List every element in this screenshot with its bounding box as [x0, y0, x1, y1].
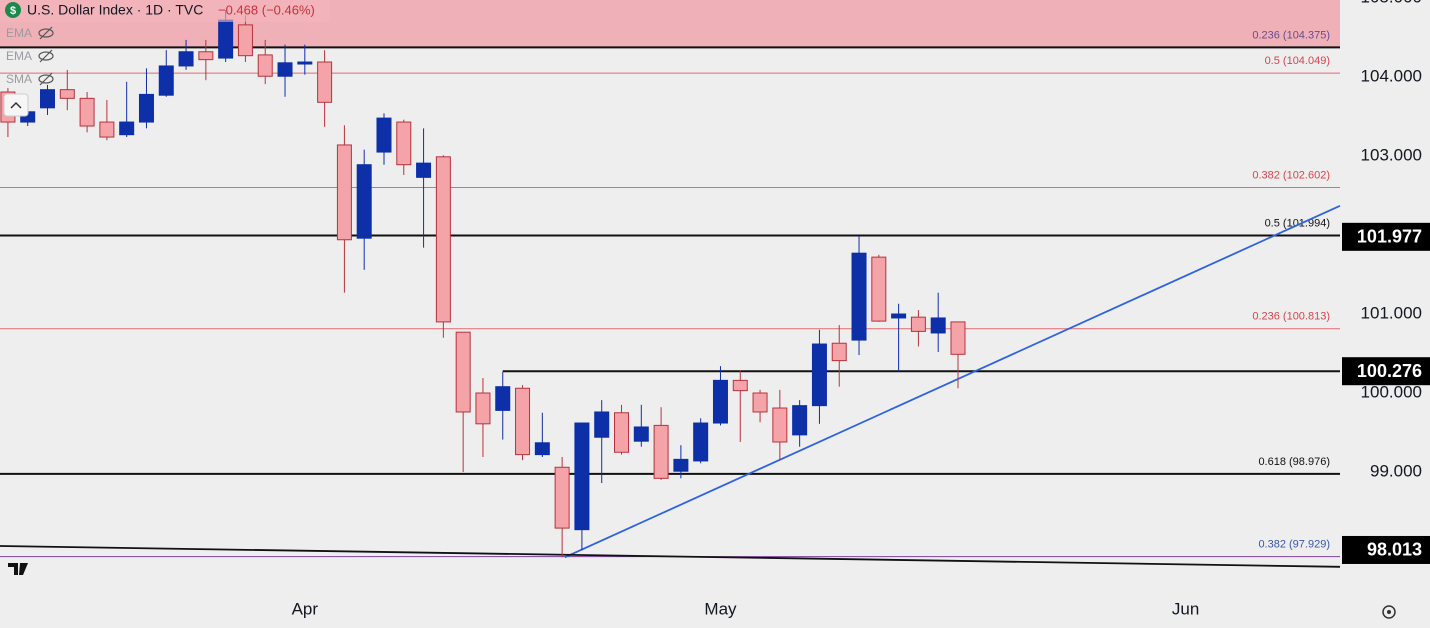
candle-body [416, 162, 432, 178]
x-tick-label: May [704, 599, 737, 618]
price-tag-label: 100.276 [1357, 361, 1422, 381]
y-tick-label: 104.000 [1361, 67, 1422, 86]
y-tick-label: 105.000 [1361, 0, 1422, 7]
price-tag [1342, 357, 1430, 386]
candle-body [772, 407, 788, 443]
candle-body [455, 331, 471, 413]
logo [8, 563, 28, 575]
y-tick-label: 101.000 [1361, 303, 1422, 322]
candle-body [871, 256, 887, 322]
candle-body [693, 422, 709, 462]
chart-title: U.S. Dollar Index · 1D · TVC [27, 2, 203, 18]
candle-body [396, 121, 412, 166]
candle-body [317, 61, 333, 103]
candle-body [277, 62, 293, 77]
candle-body [752, 392, 768, 413]
symbol-icon [5, 2, 21, 18]
indicator[interactable]: EMA [6, 49, 32, 63]
candle-body [574, 422, 590, 531]
candle-body [950, 321, 966, 355]
candle-body [475, 392, 491, 425]
candle-body [673, 458, 689, 472]
legend: $ U.S. Dollar Index · 1D · TVC −0.468 (−… [0, 0, 330, 117]
level-label: 0.236 (104.375) [1252, 29, 1330, 41]
candle-body [237, 24, 253, 57]
price-tag-label: 101.977 [1357, 227, 1422, 247]
level-label: 0.382 (97.929) [1258, 539, 1330, 551]
candle-body [257, 54, 273, 77]
indicator[interactable]: SMA [6, 72, 32, 86]
candle-body [495, 386, 511, 411]
candle-body [633, 426, 649, 442]
candle-body [119, 121, 135, 136]
candle-body [435, 156, 451, 323]
candle-body [594, 411, 610, 438]
candle-body [218, 19, 234, 59]
candle-body [811, 343, 827, 407]
y-tick-label: 103.000 [1361, 146, 1422, 165]
legend-bg [0, 0, 330, 22]
candle-body [297, 61, 313, 65]
indicator[interactable]: EMA [6, 26, 32, 40]
settings-icon[interactable] [1382, 605, 1396, 619]
level-label: 0.382 (102.602) [1252, 169, 1330, 181]
candle-body [614, 412, 630, 453]
candle-body [178, 51, 194, 67]
candle-body [79, 97, 95, 127]
candle-body [831, 342, 847, 362]
plot-area: 0.236 (104.375) 0.5 (104.049) 0.382 (102.6… [0, 0, 1341, 568]
level-label: 0.5 (101.994) [1265, 217, 1330, 229]
eye-icons [38, 26, 54, 86]
y-tick-label: 100.000 [1361, 382, 1422, 401]
level-label: 0.5 (104.049) [1265, 55, 1330, 67]
candle-body [732, 379, 748, 392]
price-tag [1342, 535, 1430, 564]
y-tick-label: 99.000 [1370, 461, 1422, 480]
candle-body [851, 252, 867, 341]
candle-body [158, 65, 174, 96]
candle-body [138, 93, 154, 123]
candle-body [198, 51, 214, 61]
trendline [564, 204, 1341, 559]
trendline [0, 545, 1341, 568]
candle-body [515, 387, 531, 456]
candle-body [59, 89, 75, 99]
change: −0.468 (−0.46%) [218, 2, 315, 17]
candle-body [792, 405, 808, 436]
x-tick-label: Apr [292, 599, 319, 618]
candle-body [712, 379, 728, 424]
price-tag [1342, 222, 1430, 251]
candle-body [356, 164, 372, 239]
candle-body [891, 313, 907, 319]
collapse-icon [10, 101, 22, 109]
candle-body [910, 316, 926, 332]
candle-body [930, 317, 946, 334]
candle-body [376, 117, 392, 153]
candle-body [336, 144, 352, 241]
collapse-button[interactable] [3, 93, 29, 117]
x-tick-label: Jun [1172, 599, 1199, 618]
price-tag-label: 98.013 [1367, 540, 1422, 560]
symbol-icon-text: $ [10, 5, 16, 17]
candle-body [653, 424, 669, 479]
candle-body [554, 466, 570, 529]
candle-body [40, 89, 56, 109]
level-label: 0.236 (100.813) [1252, 311, 1330, 323]
candle-body [99, 121, 115, 138]
candle-body [534, 442, 550, 456]
level-label: 0.618 (98.976) [1258, 456, 1330, 468]
